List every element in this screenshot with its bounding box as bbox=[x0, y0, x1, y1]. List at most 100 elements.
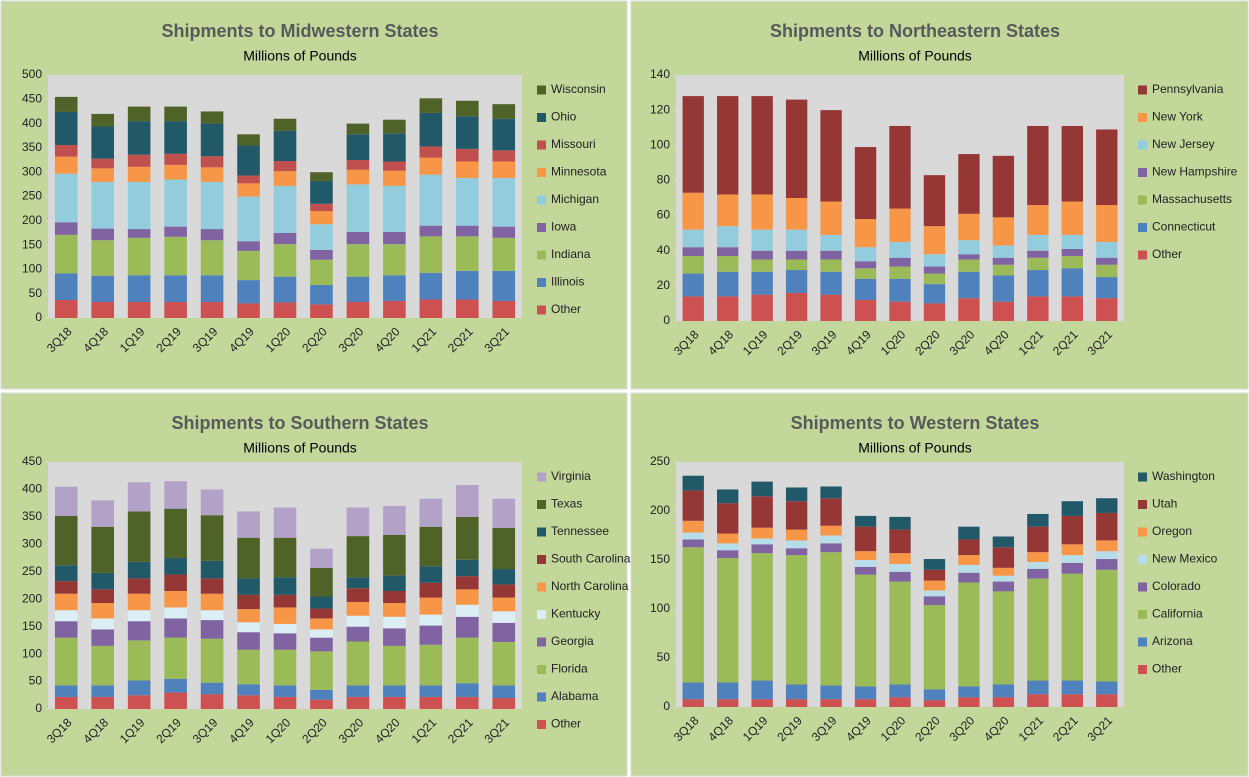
y-tick-label: 40 bbox=[657, 243, 671, 257]
bar-segment bbox=[91, 526, 114, 573]
y-tick-label: 0 bbox=[663, 313, 670, 327]
bar-segment bbox=[346, 123, 370, 135]
y-tick-label: 20 bbox=[657, 278, 671, 292]
y-tick-label: 150 bbox=[22, 237, 42, 251]
bar-segment bbox=[751, 250, 773, 260]
bar-segment bbox=[273, 537, 297, 578]
bar-segment bbox=[785, 548, 808, 556]
bar-segment bbox=[91, 181, 114, 229]
bar-segment bbox=[958, 697, 980, 707]
bar-segment bbox=[958, 271, 980, 299]
bar-segment bbox=[889, 241, 911, 258]
bar-segment bbox=[923, 559, 946, 570]
bar-segment bbox=[785, 259, 808, 271]
bar-segment bbox=[54, 96, 78, 112]
bar-segment bbox=[889, 529, 911, 554]
bar-segment bbox=[310, 172, 333, 181]
legend-label: Oregon bbox=[1152, 524, 1192, 538]
bar-segment bbox=[91, 275, 114, 302]
bar-segment bbox=[419, 498, 443, 527]
legend-swatch bbox=[1138, 250, 1147, 260]
bar-segment bbox=[91, 228, 114, 241]
bar-segment bbox=[91, 240, 114, 276]
bar-segment bbox=[1061, 296, 1083, 321]
bar-segment bbox=[310, 629, 333, 638]
legend-label: Other bbox=[1152, 247, 1182, 261]
y-tick-label: 50 bbox=[657, 650, 671, 664]
y-tick-label: 150 bbox=[650, 552, 670, 566]
bar-segment bbox=[1061, 501, 1083, 516]
bar-segment bbox=[682, 490, 704, 521]
legend-label: Iowa bbox=[551, 220, 577, 234]
bar-segment bbox=[785, 292, 808, 321]
bar-segment bbox=[1027, 552, 1049, 562]
bar-segment bbox=[419, 157, 443, 175]
bar-segment bbox=[992, 684, 1015, 698]
bar-segment bbox=[273, 507, 297, 538]
y-tick-label: 80 bbox=[657, 173, 671, 187]
legend-label: Other bbox=[551, 302, 581, 316]
bar-segment bbox=[164, 618, 187, 638]
bar-segment bbox=[456, 236, 479, 271]
bar-segment bbox=[310, 651, 333, 690]
bar-segment bbox=[1061, 248, 1083, 256]
y-tick-label: 100 bbox=[650, 601, 670, 615]
chart-title: Shipments to Northeastern States bbox=[770, 21, 1060, 41]
bar-segment bbox=[682, 520, 704, 533]
bar-segment bbox=[717, 533, 739, 544]
bar-segment bbox=[751, 259, 773, 272]
bar-segment bbox=[923, 175, 946, 227]
bar-segment bbox=[456, 516, 479, 560]
bar-segment bbox=[346, 231, 370, 245]
bar-segment bbox=[820, 552, 842, 686]
bar-segment bbox=[492, 104, 516, 119]
bar-segment bbox=[164, 558, 187, 575]
bar-segment bbox=[456, 116, 479, 149]
bar-segment bbox=[854, 560, 877, 567]
bar-segment bbox=[854, 574, 877, 687]
bar-segment bbox=[419, 98, 443, 113]
legend-label: Indiana bbox=[551, 247, 591, 261]
bar-segment bbox=[200, 181, 224, 230]
bar-segment bbox=[1096, 681, 1118, 695]
bar-segment bbox=[200, 301, 224, 318]
bar-segment bbox=[923, 580, 946, 591]
bar-segment bbox=[682, 96, 704, 193]
y-tick-label: 250 bbox=[22, 189, 42, 203]
bar-segment bbox=[923, 266, 946, 274]
bar-segment bbox=[751, 544, 773, 554]
y-tick-label: 100 bbox=[22, 646, 42, 660]
legend-label: New Hampshire bbox=[1152, 165, 1238, 179]
legend-label: South Carolina bbox=[551, 552, 631, 566]
bar-segment bbox=[127, 640, 151, 681]
legend-swatch bbox=[537, 472, 546, 482]
bar-segment bbox=[854, 686, 877, 700]
bar-segment bbox=[889, 257, 911, 267]
bar-segment bbox=[419, 174, 443, 226]
bar-segment bbox=[682, 255, 704, 274]
bar-segment bbox=[91, 126, 114, 159]
bar-segment bbox=[456, 559, 479, 577]
bar-segment bbox=[992, 217, 1015, 246]
bar-segment bbox=[854, 566, 877, 575]
y-tick-label: 120 bbox=[650, 102, 670, 116]
bar-segment bbox=[237, 622, 260, 633]
bar-segment bbox=[383, 535, 406, 576]
legend-label: Texas bbox=[551, 497, 582, 511]
bar-segment bbox=[820, 525, 842, 536]
y-tick-label: 50 bbox=[29, 286, 43, 300]
bar-segment bbox=[492, 161, 516, 179]
bar-segment bbox=[237, 250, 260, 281]
bar-segment bbox=[91, 629, 114, 646]
bar-segment bbox=[237, 175, 260, 184]
bar-segment bbox=[273, 577, 297, 595]
bar-segment bbox=[492, 569, 516, 585]
bar-segment bbox=[958, 686, 980, 698]
bar-segment bbox=[958, 555, 980, 565]
bar-segment bbox=[200, 123, 224, 157]
bar-segment bbox=[310, 304, 333, 318]
bar-segment bbox=[456, 161, 479, 179]
bar-segment bbox=[200, 694, 224, 709]
bar-segment bbox=[91, 113, 114, 127]
